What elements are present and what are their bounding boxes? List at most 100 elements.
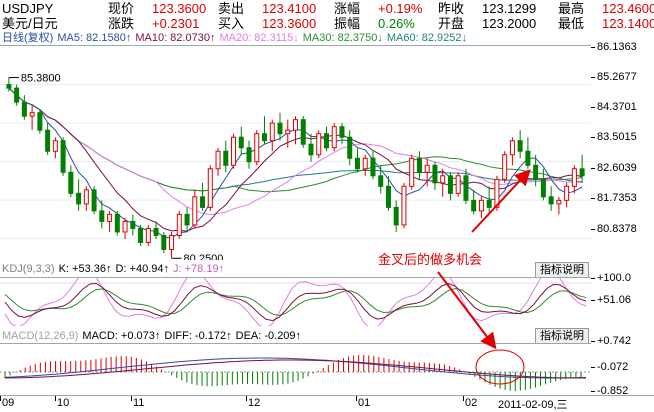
axis-tick: [591, 47, 595, 48]
candle-body: [207, 168, 213, 208]
candle-body: [378, 175, 384, 187]
quote-value: 0.26%: [378, 16, 415, 31]
candle-body: [409, 157, 415, 187]
axis-tick-label: 83.5015: [597, 131, 637, 143]
candle-body: [571, 168, 577, 187]
kdj-panel: [0, 277, 591, 326]
candle-body: [184, 213, 190, 226]
candle-body: [262, 133, 268, 142]
candle-body: [122, 220, 128, 233]
axis-tick-label: 82.6039: [597, 162, 637, 174]
candle-body: [169, 234, 175, 250]
candle-body: [370, 157, 376, 177]
macd-chart[interactable]: [0, 344, 591, 396]
candle-body: [362, 157, 368, 170]
candlestick-chart[interactable]: 85.3800 80.2500: [0, 46, 591, 260]
candle-body: [564, 185, 570, 201]
kdj-axis: +100.0 +51.06: [591, 272, 654, 325]
candle-body: [416, 157, 422, 173]
candle-body: [556, 199, 562, 205]
candle-body: [130, 220, 136, 229]
candle-body: [463, 175, 469, 201]
candle-body: [254, 133, 260, 163]
quote-value: 123.3600: [262, 16, 317, 31]
date-tick-label: 01: [358, 397, 371, 409]
quote-label: 振幅: [334, 16, 361, 31]
legend-item: K: +53.36↑: [58, 263, 112, 275]
quote-label: 现价: [108, 1, 135, 16]
candle-body: [393, 206, 399, 226]
candle-body: [447, 175, 453, 194]
legend-item: KDJ(9,3,3): [2, 263, 55, 275]
candle-body: [6, 84, 12, 89]
candle-body: [238, 136, 244, 149]
axis-tick: [591, 391, 595, 392]
date-tick-label: 10: [57, 397, 70, 409]
legend-item: MACD(12,26,9): [2, 330, 79, 342]
candle-body: [316, 133, 322, 156]
candle-body: [223, 150, 229, 166]
kdj-chart[interactable]: [0, 278, 591, 326]
axis-tick-label: +51.06: [597, 294, 631, 306]
candle-body: [323, 133, 329, 149]
kdj-j-line: [4, 278, 587, 326]
date-tick-label: 02: [465, 397, 478, 409]
candle-body: [68, 171, 74, 194]
date-tick: [55, 396, 56, 401]
quote-value: 123.3600: [152, 1, 207, 16]
candle-body: [161, 234, 167, 250]
quote-value: 123.1400: [602, 16, 654, 31]
legend-item: J: +78.19↑: [173, 263, 225, 275]
candle-body: [21, 101, 27, 117]
axis-tick-label: +0.742: [597, 335, 631, 347]
quote-value: 123.4600: [602, 1, 654, 16]
legend-item: 日线(复权): [2, 32, 54, 44]
candle-body: [269, 122, 275, 142]
candle-body: [14, 87, 20, 103]
axis-tick-label: -0.072: [597, 361, 629, 373]
axis-tick: [591, 77, 595, 78]
candle-body: [440, 175, 446, 184]
candle-body: [76, 192, 82, 205]
axis-tick: [591, 229, 595, 230]
quote-label: 最高: [558, 1, 585, 16]
quote-label: 最低: [558, 16, 585, 31]
quote-label: 买入: [218, 16, 245, 31]
quote-label: 卖出: [218, 1, 245, 16]
quote-label: 涨跌: [108, 16, 135, 31]
macd-indicator-button[interactable]: 指标说明: [535, 328, 589, 344]
candle-body: [486, 199, 492, 208]
candle-body: [37, 112, 43, 131]
candle-body: [401, 185, 407, 226]
quote-value: +0.19%: [378, 1, 423, 16]
kdj-k-line: [4, 282, 587, 322]
candle-body: [424, 164, 430, 173]
axis-tick: [591, 278, 595, 279]
axis-tick: [591, 107, 595, 108]
quote-label: 昨收: [438, 1, 465, 16]
date-tick: [356, 396, 357, 401]
candle-body: [502, 154, 508, 180]
legend-item: MA60: 82.9252↓: [386, 32, 467, 44]
candle-body: [540, 178, 546, 198]
candle-body: [153, 227, 159, 236]
candle-body: [246, 147, 252, 163]
ma-legend: 日线(复权) MA5: 82.1580↑ MA10: 82.0730↑ MA20: 8…: [0, 31, 654, 45]
low-label: 80.2500: [184, 253, 224, 260]
legend-item: MA20: 82.3115↓: [219, 32, 299, 44]
candle-body: [339, 126, 345, 138]
candle-body: [478, 199, 484, 212]
candle-body: [308, 143, 314, 156]
price-panel: 85.3800 80.2500: [0, 45, 591, 260]
axis-tick: [591, 168, 595, 169]
quote-value: 123.2000: [482, 16, 537, 31]
date-tick-label: 12: [248, 397, 261, 409]
candle-body: [52, 140, 58, 152]
candle-body: [60, 140, 66, 173]
candle-body: [45, 129, 51, 152]
axis-tick-label: +100.0: [597, 272, 631, 284]
kdj-indicator-button[interactable]: 指标说明: [535, 262, 589, 278]
candle-body: [215, 150, 221, 170]
axis-tick-label: 81.7353: [597, 192, 637, 204]
axis-tick-label: 86.1363: [597, 41, 637, 53]
